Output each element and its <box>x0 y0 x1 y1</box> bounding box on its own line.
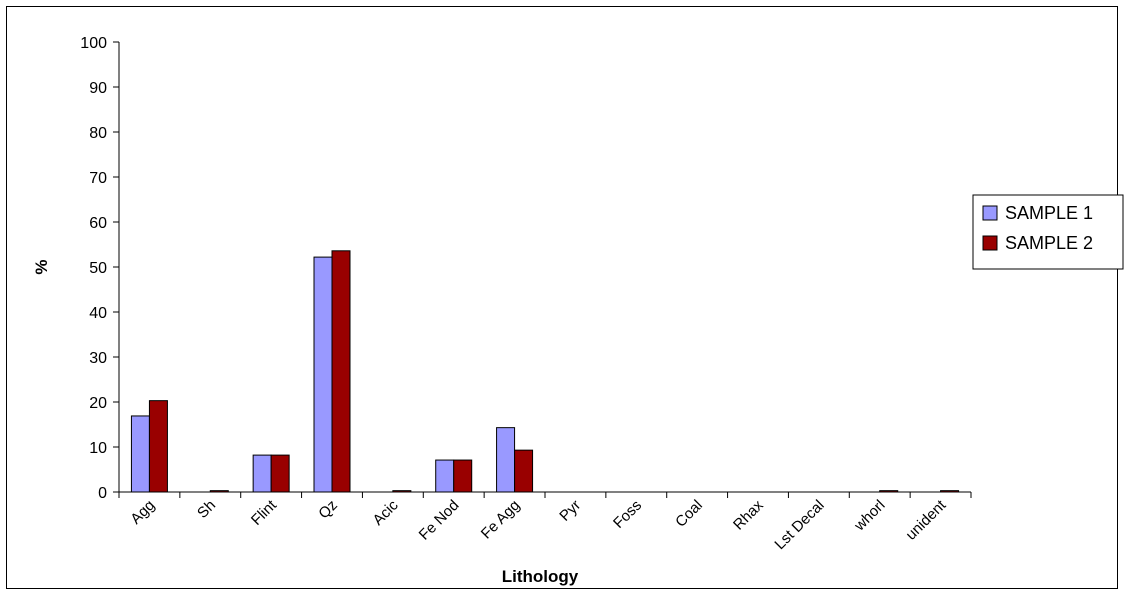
y-axis-ticks: 0 10 20 30 40 50 60 70 80 90 100 <box>80 35 119 502</box>
y-tick-label: 70 <box>89 170 107 187</box>
legend-swatch <box>982 235 998 251</box>
x-tick-label: unident <box>903 496 950 543</box>
y-tick-label: 0 <box>98 485 107 502</box>
bar-sample-1 <box>435 459 455 493</box>
y-tick-label: 50 <box>89 260 107 277</box>
x-tick-label: Qz <box>315 497 341 523</box>
legend-swatch <box>982 205 998 221</box>
legend: SAMPLE 1 SAMPLE 2 <box>972 194 1124 270</box>
bar-sample-2 <box>331 250 351 493</box>
y-tick-label: 100 <box>80 35 107 52</box>
y-tick-label: 90 <box>89 80 107 97</box>
legend-box <box>972 194 1124 270</box>
bar-sample-2 <box>270 454 290 493</box>
bar-sample-1 <box>313 256 333 493</box>
bars <box>130 250 960 493</box>
bar-sample-2 <box>148 400 168 493</box>
legend-label: SAMPLE 2 <box>1005 233 1093 253</box>
x-axis-ticks: Agg Sh Flint Qz Acic Fe Nod Fe Agg Pyr Foss Coal R… <box>118 492 972 553</box>
x-tick-label: Pyr <box>556 497 584 525</box>
x-tick-label: Foss <box>610 497 645 532</box>
bar-sample-1 <box>130 415 150 493</box>
x-tick-label: Fe Nod <box>416 497 463 544</box>
x-tick-label: whorl <box>850 497 888 535</box>
bar-sample-2 <box>453 459 473 493</box>
bar-sample-1 <box>252 454 272 493</box>
x-tick-label: Flint <box>248 496 281 529</box>
y-tick-label: 20 <box>89 395 107 412</box>
y-tick-label: 60 <box>89 215 107 232</box>
y-tick-label: 30 <box>89 350 107 367</box>
x-tick-label: Sh <box>194 497 219 522</box>
x-tick-label: Acic <box>370 496 402 528</box>
y-axis-title: % <box>32 259 51 274</box>
bar-sample-2 <box>514 449 534 493</box>
y-tick-label: 40 <box>89 305 107 322</box>
bar-sample-1 <box>496 427 516 493</box>
x-tick-label: Agg <box>127 497 158 528</box>
x-tick-label: Coal <box>672 497 706 531</box>
y-tick-label: 80 <box>89 125 107 142</box>
y-tick-label: 10 <box>89 440 107 457</box>
x-tick-label: Lst Decal <box>771 497 827 553</box>
x-tick-label: Fe Agg <box>478 497 524 543</box>
x-axis-title: Lithology <box>502 567 579 586</box>
legend-label: SAMPLE 1 <box>1005 203 1093 223</box>
x-tick-label: Rhax <box>730 496 767 533</box>
